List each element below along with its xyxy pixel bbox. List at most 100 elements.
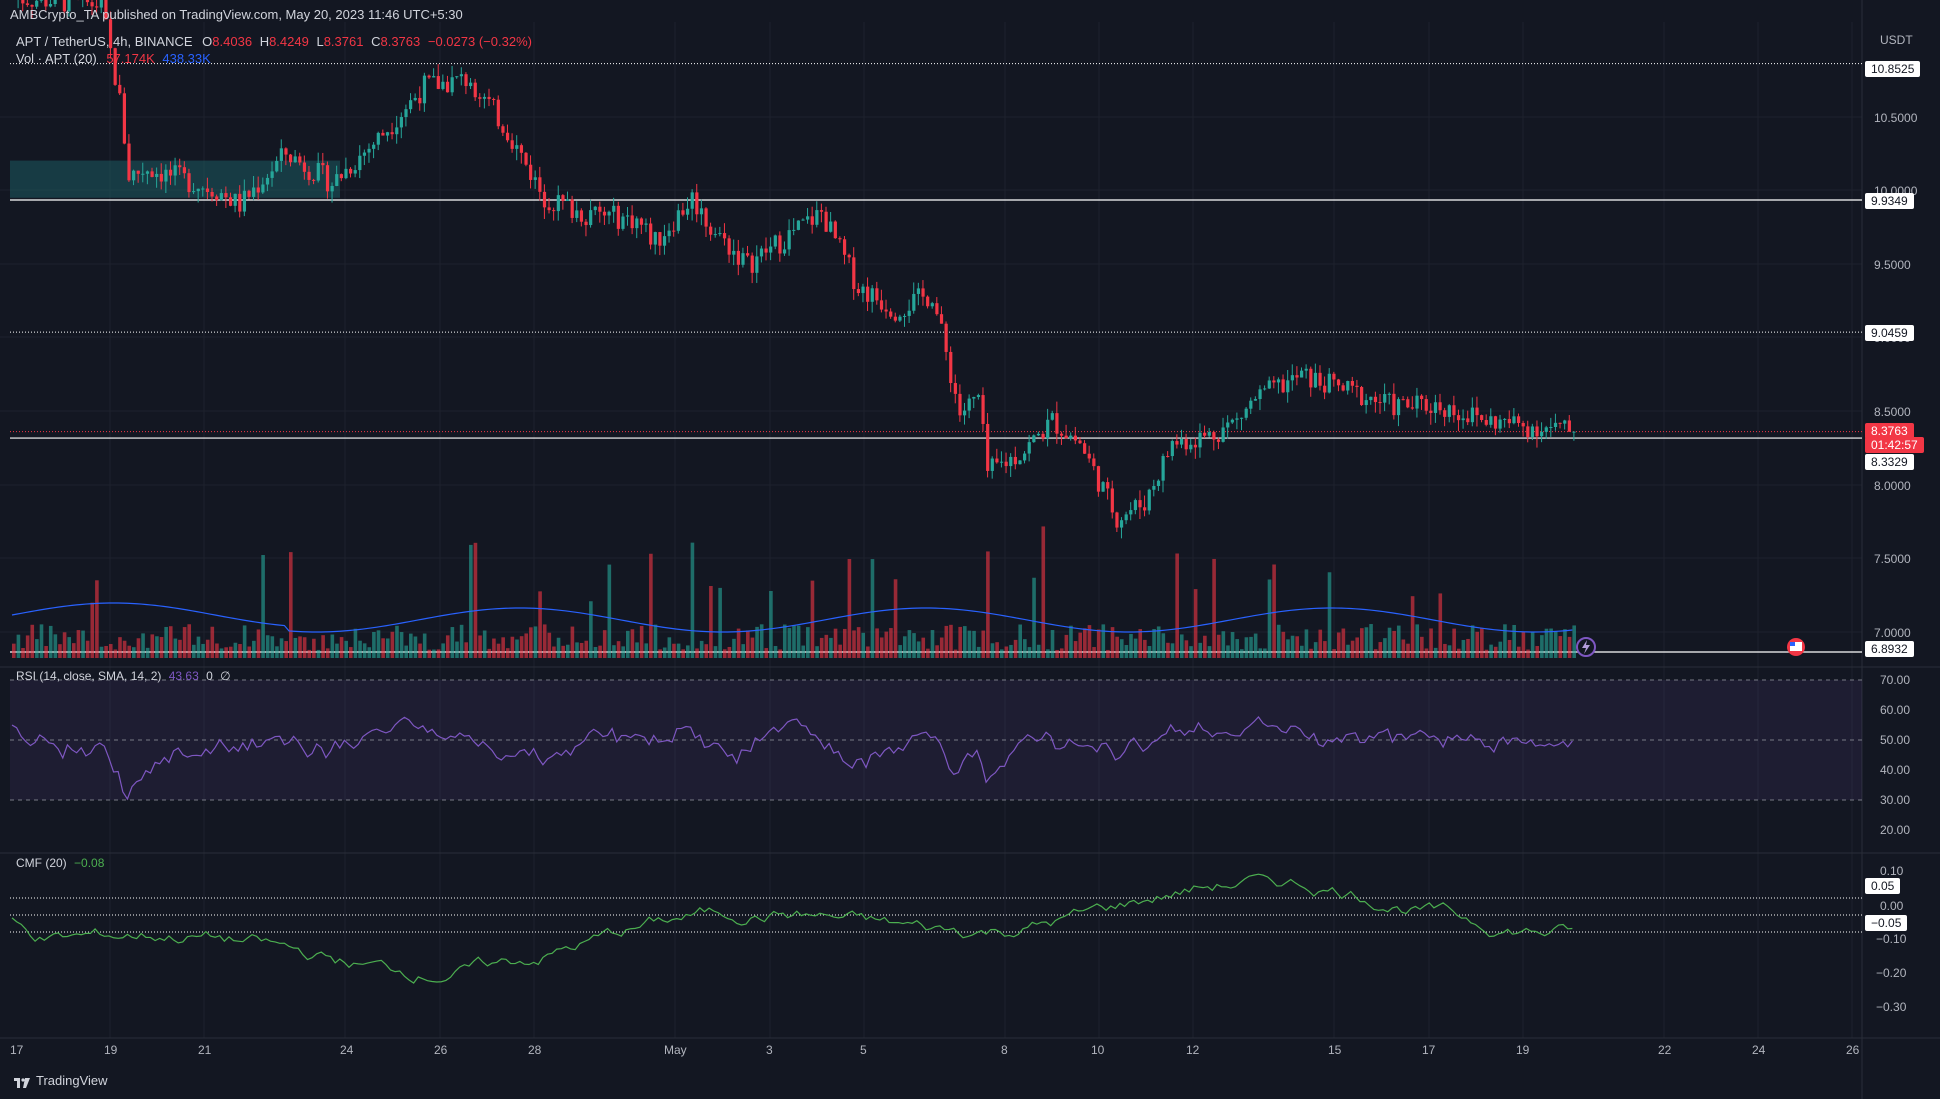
volume-bar: [455, 641, 459, 658]
candle: [210, 191, 214, 197]
volume-bar: [409, 633, 413, 658]
volume-bar: [1193, 589, 1198, 658]
candle: [1484, 419, 1488, 425]
volume-ma-line: [11, 602, 1573, 633]
rsi-label[interactable]: RSI (14, close, SMA, 14, 2): [16, 669, 162, 683]
candle: [35, 0, 39, 7]
candle: [1507, 418, 1511, 424]
candle: [224, 193, 228, 198]
volume-bar: [755, 626, 759, 658]
volume-bar: [35, 639, 39, 658]
cmf-tick: −0.10: [1876, 932, 1907, 946]
volume-bar: [1166, 642, 1170, 658]
volume-bar: [916, 641, 921, 658]
candle: [921, 288, 925, 297]
volume-bar: [1119, 639, 1124, 658]
candle: [842, 239, 847, 255]
volume-bar: [1018, 624, 1023, 658]
candle: [164, 169, 168, 182]
volume-bar: [321, 635, 325, 658]
candle: [44, 0, 48, 7]
volume-bar: [325, 648, 330, 658]
volume-bar: [898, 645, 902, 658]
candle: [1036, 433, 1041, 436]
volume-bar: [270, 636, 275, 658]
volume-bar: [1387, 627, 1392, 658]
candle: [1281, 379, 1285, 393]
volume-bar: [1429, 628, 1433, 658]
cmf-label[interactable]: CMF (20): [16, 856, 67, 870]
x-tick: 24: [1752, 1043, 1766, 1057]
volume-bar: [644, 643, 649, 658]
volume-bar: [575, 642, 579, 658]
countdown-label: 01:42:57: [1865, 437, 1924, 453]
candle: [764, 248, 768, 253]
volume-bar: [48, 625, 53, 658]
volume-bar: [441, 643, 445, 658]
volume-bar: [907, 630, 912, 658]
candle: [159, 173, 163, 182]
candle: [1138, 500, 1142, 508]
volume-bar: [1512, 624, 1516, 658]
candle: [1429, 410, 1433, 413]
volume-bar: [1059, 648, 1064, 658]
volume-bar: [178, 639, 182, 658]
volume-bar: [215, 643, 219, 658]
volume-bar: [242, 625, 247, 658]
candle: [519, 145, 524, 153]
volume-bar: [1156, 626, 1161, 658]
candle: [1092, 458, 1096, 467]
candle: [672, 230, 676, 232]
candle: [228, 197, 233, 206]
candle: [478, 97, 482, 99]
x-tick: 19: [104, 1043, 118, 1057]
candle: [718, 233, 722, 235]
volume-bar: [62, 632, 67, 658]
volume-bar: [953, 649, 958, 658]
volume-bar: [1027, 647, 1032, 658]
candle: [686, 208, 690, 215]
volume-bar: [806, 627, 810, 658]
rsi-tick: 20.00: [1880, 823, 1911, 837]
candle: [833, 221, 837, 239]
candle: [579, 210, 584, 222]
volume-bar: [579, 642, 584, 658]
ohlc-o-value: 8.4036: [212, 34, 253, 49]
volume-bar: [155, 636, 159, 658]
candle: [145, 171, 150, 174]
candle: [390, 132, 394, 135]
candle: [1032, 435, 1036, 443]
candle: [487, 96, 491, 100]
volume-label[interactable]: Vol · APT (20): [16, 51, 97, 66]
footer-brand[interactable]: TradingView: [14, 1073, 108, 1088]
candle: [270, 171, 274, 178]
candle: [870, 288, 874, 302]
volume-bar: [293, 637, 298, 658]
candle: [547, 207, 551, 211]
candle: [501, 126, 505, 133]
candle: [385, 132, 390, 136]
candle: [926, 296, 930, 307]
volume-bar: [1304, 629, 1309, 658]
candle: [182, 167, 187, 174]
symbol-title[interactable]: APT / TetherUS, 4h, BINANCE: [16, 34, 193, 49]
volume-bar: [635, 642, 639, 658]
volume-bar: [1392, 630, 1396, 658]
candle: [404, 109, 408, 118]
candle: [824, 211, 828, 232]
volume-bar: [589, 601, 593, 658]
volume-bar: [275, 646, 279, 658]
candle: [284, 148, 288, 155]
volume-bar: [1410, 596, 1415, 658]
candle: [889, 311, 893, 317]
volume-bar: [150, 634, 155, 658]
volume-bar: [381, 638, 385, 658]
candle: [1203, 432, 1207, 436]
candle: [1027, 442, 1031, 454]
volume-bar: [21, 648, 25, 658]
volume-bar: [972, 630, 976, 658]
candle: [1064, 435, 1068, 439]
volume-bar: [1300, 645, 1304, 658]
volume-bar: [861, 632, 866, 658]
